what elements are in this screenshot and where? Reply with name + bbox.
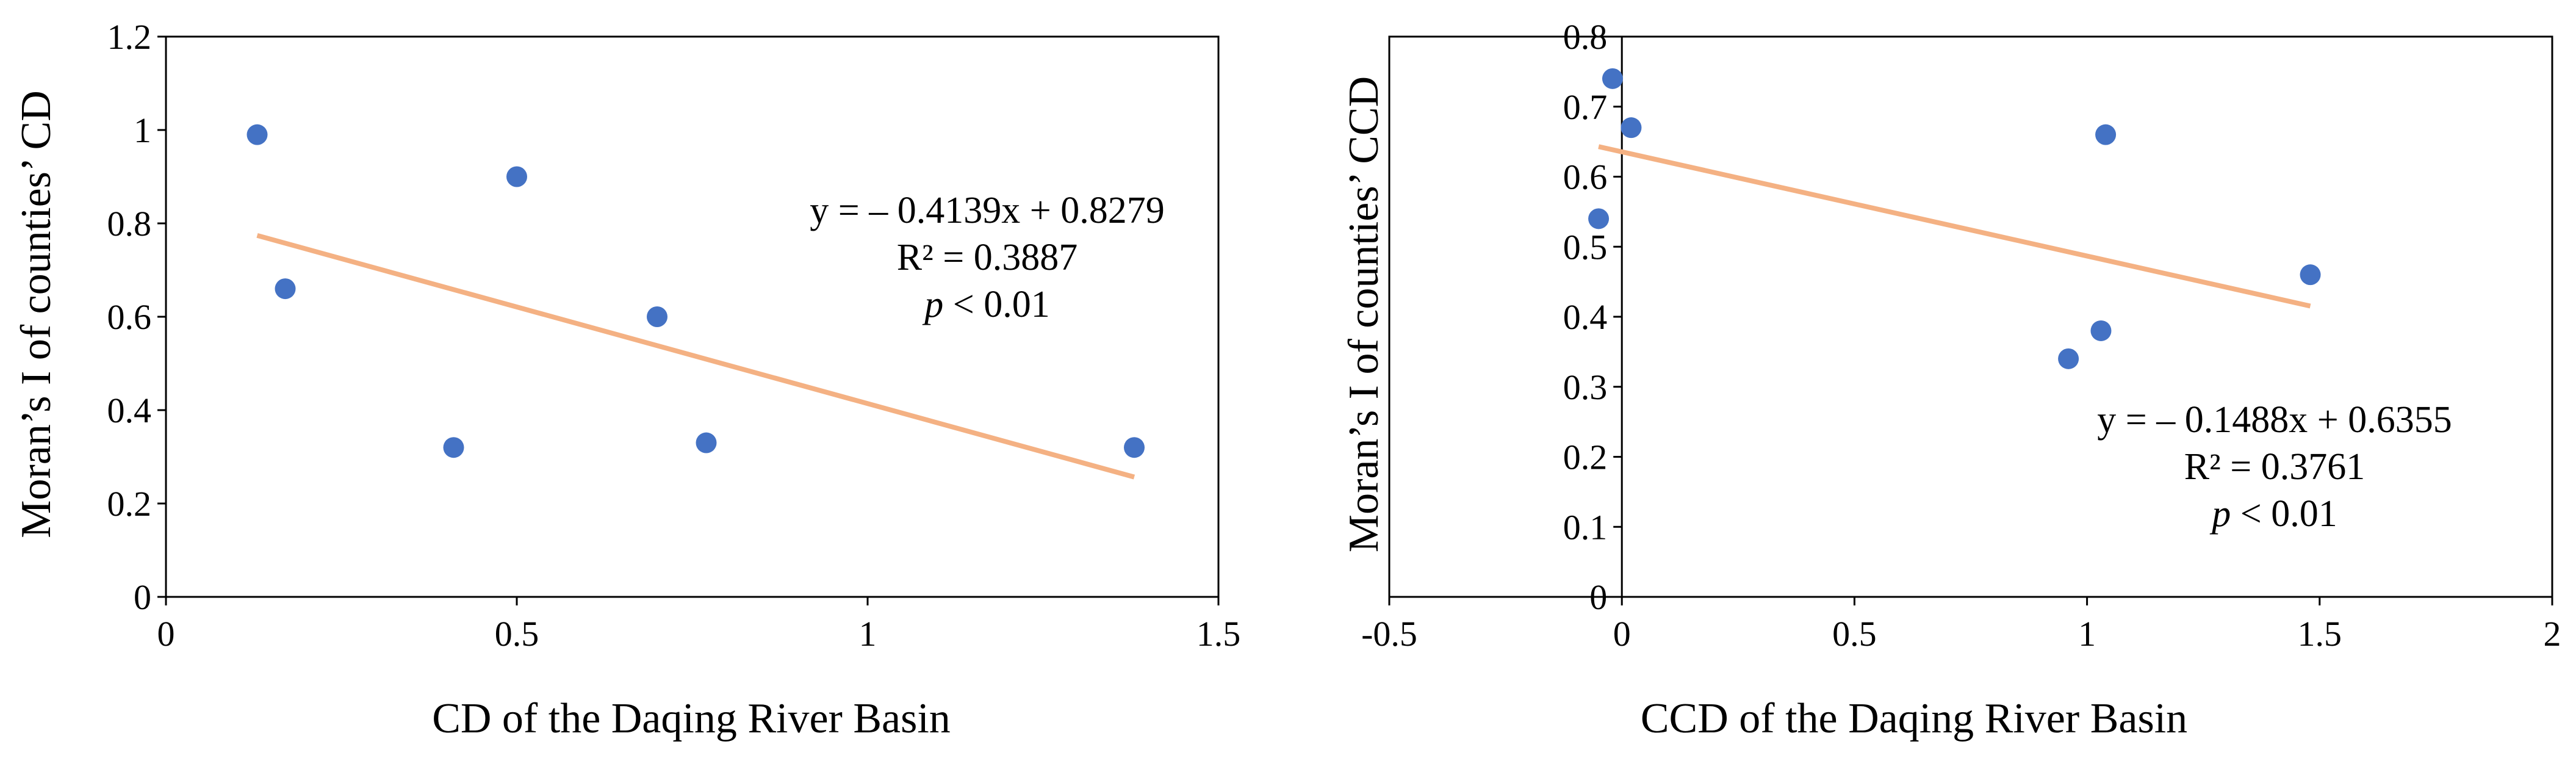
chart-2-x-tick-label: -0.5	[1361, 614, 1417, 654]
chart-1-data-point	[696, 432, 717, 453]
chart-2-y-tick-label: 0.7	[1563, 87, 1608, 127]
chart-2-plot-frame	[1388, 35, 2553, 598]
chart-1-y-axis-title: Moran’s I of counties’ CD	[13, 90, 60, 538]
chart-1-x-axis-title: CD of the Daqing River Basin	[432, 695, 951, 742]
chart-2-data-point	[2300, 264, 2321, 286]
chart-2-y-tick-label: 0	[1589, 577, 1607, 617]
chart-1-x-tick-label: 0.5	[495, 614, 539, 654]
chart-1-y-tick-label: 0.6	[107, 297, 152, 337]
chart-1-data-point	[246, 124, 268, 145]
chart-1-x-tick-label: 1	[859, 614, 877, 654]
chart-2-y-axis-title: Moran’s I of counties’ CCD	[1340, 76, 1387, 552]
chart-1-x-tick-label: 1.5	[1196, 614, 1241, 654]
chart-2-y-tick-label: 0.8	[1563, 17, 1608, 57]
chart-1-y-tick-label: 1	[134, 110, 151, 150]
chart-1-x-tick-label: 0	[157, 614, 175, 654]
chart-2-y-tick-label: 0.4	[1563, 297, 1608, 337]
chart-2-y-tick-label: 0.2	[1563, 438, 1608, 477]
chart-2-x-tick-label: 1	[2078, 614, 2096, 654]
chart-1-plot-frame	[165, 35, 1220, 598]
chart-2-x-tick-label: 2	[2544, 614, 2561, 654]
chart-1-y-tick-label: 0.8	[107, 204, 152, 244]
chart-2-y-tick-label: 0.1	[1563, 507, 1608, 547]
chart-1-y-tick-label: 0	[134, 577, 151, 617]
chart-1-data-point	[647, 306, 667, 327]
chart-1-r-squared: R² = 0.3887	[897, 237, 1078, 278]
chart-1-data-point	[506, 166, 527, 187]
chart-2-equation: y = – 0.1488x + 0.6355	[2097, 399, 2452, 441]
chart-2-y-tick-label: 0.3	[1563, 367, 1608, 407]
chart-2-data-point	[1602, 68, 1623, 89]
chart-1-y-tick-label: 0.4	[107, 391, 152, 430]
chart-2-data-point	[2095, 124, 2117, 145]
chart-2-x-tick-label: 0	[1613, 614, 1631, 654]
chart-2-ccd: Moran’s I of counties’ CCD CCD of the Da…	[1340, 17, 2561, 742]
chart-1-cd: Moran’s I of counties’ CD CD of the Daqi…	[13, 17, 1240, 742]
chart-2-data-point	[1621, 117, 1642, 139]
chart-2-data-point	[2058, 348, 2079, 369]
chart-1-p-value: p < 0.01	[922, 284, 1049, 325]
chart-1-y-tick-label: 0.2	[107, 484, 152, 524]
chart-1-trendline	[256, 233, 1135, 480]
chart-1-y-tick-label: 1.2	[107, 17, 152, 57]
chart-2-x-tick-label: 1.5	[2298, 614, 2342, 654]
chart-2-data-point	[1588, 208, 1610, 229]
chart-2-p-value: p < 0.01	[2209, 493, 2337, 535]
chart-1-data-point	[443, 437, 464, 458]
chart-2-y-tick-label: 0.5	[1563, 227, 1608, 267]
chart-1-data-point	[1124, 437, 1145, 458]
chart-2-x-axis-title: CCD of the Daqing River Basin	[1641, 695, 2187, 742]
chart-2-trendline	[1598, 144, 2311, 309]
chart-1-equation: y = – 0.4139x + 0.8279	[810, 190, 1164, 231]
chart-2-y-tick-label: 0.6	[1563, 157, 1608, 197]
chart-2-data-point	[2090, 320, 2112, 341]
chart-2-r-squared: R² = 0.3761	[2184, 446, 2365, 488]
chart-1-data-point	[275, 278, 296, 300]
chart-2-x-tick-label: 0.5	[1832, 614, 1877, 654]
